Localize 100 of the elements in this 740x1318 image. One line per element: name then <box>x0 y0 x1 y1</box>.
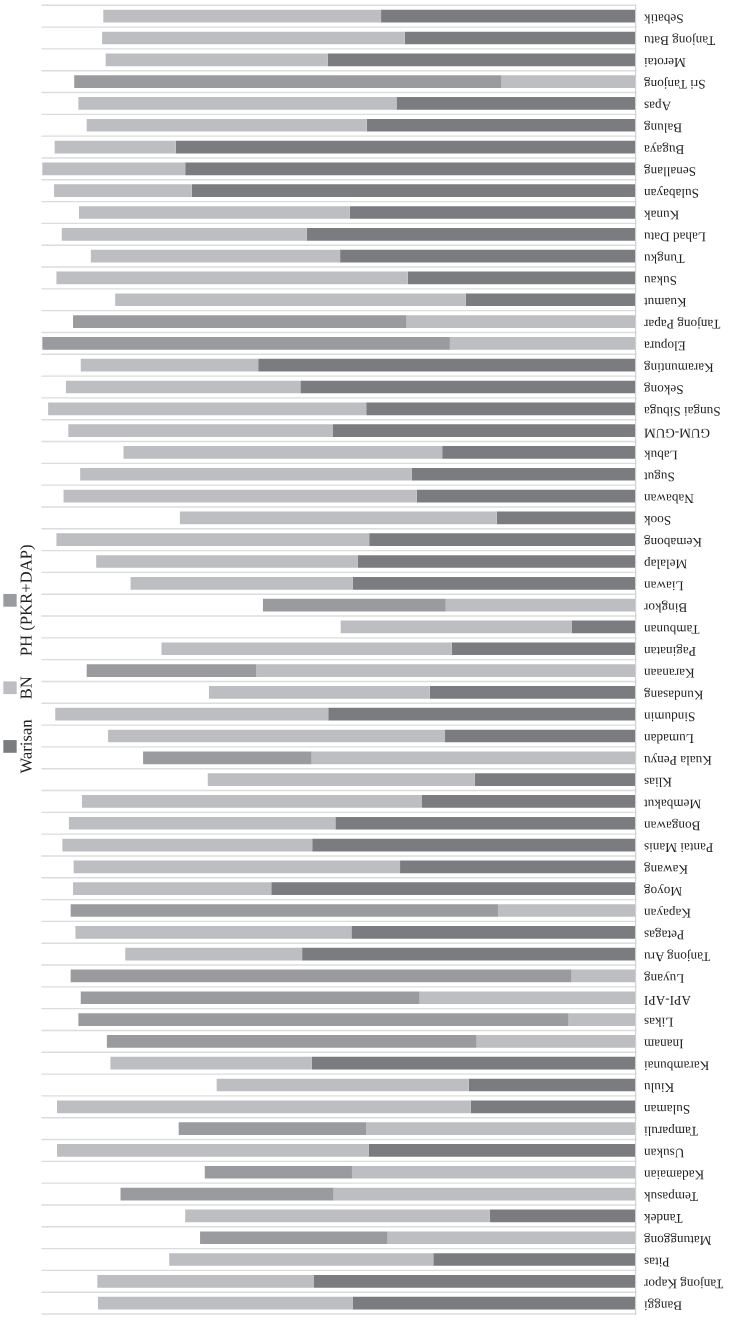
y-tick-label: Tungku <box>644 251 685 264</box>
bar <box>86 664 257 677</box>
bar <box>351 925 636 939</box>
bar <box>179 511 497 525</box>
y-tick-label: Sugut <box>644 469 674 482</box>
y-tick-label: Luyang <box>644 971 684 983</box>
y-tick-label: Kadamaian <box>644 1170 704 1180</box>
y-tick-label: Tempasuk <box>643 1189 698 1202</box>
bar <box>368 1144 636 1157</box>
bar <box>178 1122 367 1135</box>
y-tick-label: Pantai Manis <box>644 843 713 853</box>
bar <box>103 9 382 23</box>
bar <box>333 1187 636 1201</box>
bar <box>106 1035 477 1048</box>
y-tick-label: Bugaya <box>644 142 684 154</box>
y-tick-label: Senallang <box>644 164 696 177</box>
y-tick-label: Kawang <box>644 862 688 874</box>
bar <box>501 75 636 88</box>
bar <box>328 707 636 721</box>
bar <box>429 686 636 699</box>
bar <box>258 358 636 372</box>
y-tick-label: Lumadan <box>644 734 694 744</box>
y-tick-label: Nabawan <box>644 494 694 504</box>
bar <box>48 402 367 416</box>
bar <box>332 424 636 437</box>
bar <box>70 969 572 983</box>
bar <box>54 140 176 154</box>
bar <box>56 533 370 547</box>
bar <box>57 1144 369 1157</box>
y-tick-label: Kapayan <box>644 905 691 918</box>
bar <box>468 1078 636 1092</box>
y-tick-label: Moyog <box>644 884 682 896</box>
bar <box>497 904 636 917</box>
bar <box>445 598 636 612</box>
bar <box>123 446 443 459</box>
bar <box>416 489 636 503</box>
bar <box>185 162 636 176</box>
bar <box>73 860 401 874</box>
bar <box>406 315 636 328</box>
bar <box>143 751 312 765</box>
bar <box>327 53 636 67</box>
y-tick-label: Matunggong <box>644 1233 712 1245</box>
y-tick-label: GUM-GUM <box>644 428 710 438</box>
y-tick-label: Karanaan <box>644 668 695 678</box>
y-tick-label: Tandek <box>643 1213 683 1224</box>
bar <box>306 227 636 241</box>
bar <box>449 337 636 350</box>
y-tick-label: Karamunting <box>644 360 714 373</box>
y-tick-label: Klias <box>644 777 672 788</box>
y-tick-label: Kuamut <box>644 297 687 307</box>
bar <box>312 838 636 852</box>
y-tick-label: Lahad Datu <box>644 232 706 242</box>
y-tick-label: Elopura <box>644 338 686 351</box>
bar <box>311 751 636 765</box>
y-tick-label: Tanjong Kapor <box>644 1276 724 1289</box>
bar <box>340 249 636 263</box>
y-tick-label: Paginatan <box>644 644 696 656</box>
bar <box>381 9 636 23</box>
bar <box>115 293 466 307</box>
bar <box>70 904 498 917</box>
bar <box>470 1100 636 1114</box>
bar <box>352 576 636 590</box>
y-tick-label: Usukan <box>644 1148 685 1158</box>
bar <box>442 446 636 459</box>
y-tick-label: Sulabayan <box>644 186 699 199</box>
y-tick-label: Bingkor <box>644 600 687 613</box>
bar <box>42 162 186 176</box>
bar <box>125 947 303 961</box>
bar <box>404 31 636 45</box>
bar <box>130 576 353 590</box>
bar <box>120 1187 334 1201</box>
y-tick-label: Bongawan <box>644 818 701 831</box>
bar <box>369 533 636 547</box>
bar <box>68 424 333 437</box>
bar <box>78 206 350 219</box>
bar <box>97 1296 353 1310</box>
y-tick-label: Labuk <box>643 450 678 460</box>
bar <box>571 969 636 983</box>
bar <box>78 97 397 110</box>
y-tick-label: Balung <box>644 120 682 133</box>
y-tick-label: Kemabong <box>644 535 702 548</box>
bar <box>185 1209 490 1223</box>
bar <box>54 184 192 198</box>
bar <box>313 1275 636 1288</box>
bar <box>349 206 636 219</box>
bar <box>74 75 502 88</box>
y-tick-label: Sungai Sibuga <box>644 404 720 417</box>
bar <box>97 1275 314 1288</box>
bar <box>81 795 423 808</box>
y-tick-label: Merotai <box>644 57 686 67</box>
bar <box>419 991 636 1005</box>
bar <box>568 1013 636 1026</box>
bar <box>366 402 636 416</box>
bar <box>102 31 405 45</box>
bar <box>80 467 412 481</box>
bar <box>411 467 636 481</box>
bar <box>208 686 430 699</box>
bar <box>340 620 572 634</box>
bar <box>204 1165 352 1179</box>
y-tick-label: API-API <box>644 995 691 1005</box>
